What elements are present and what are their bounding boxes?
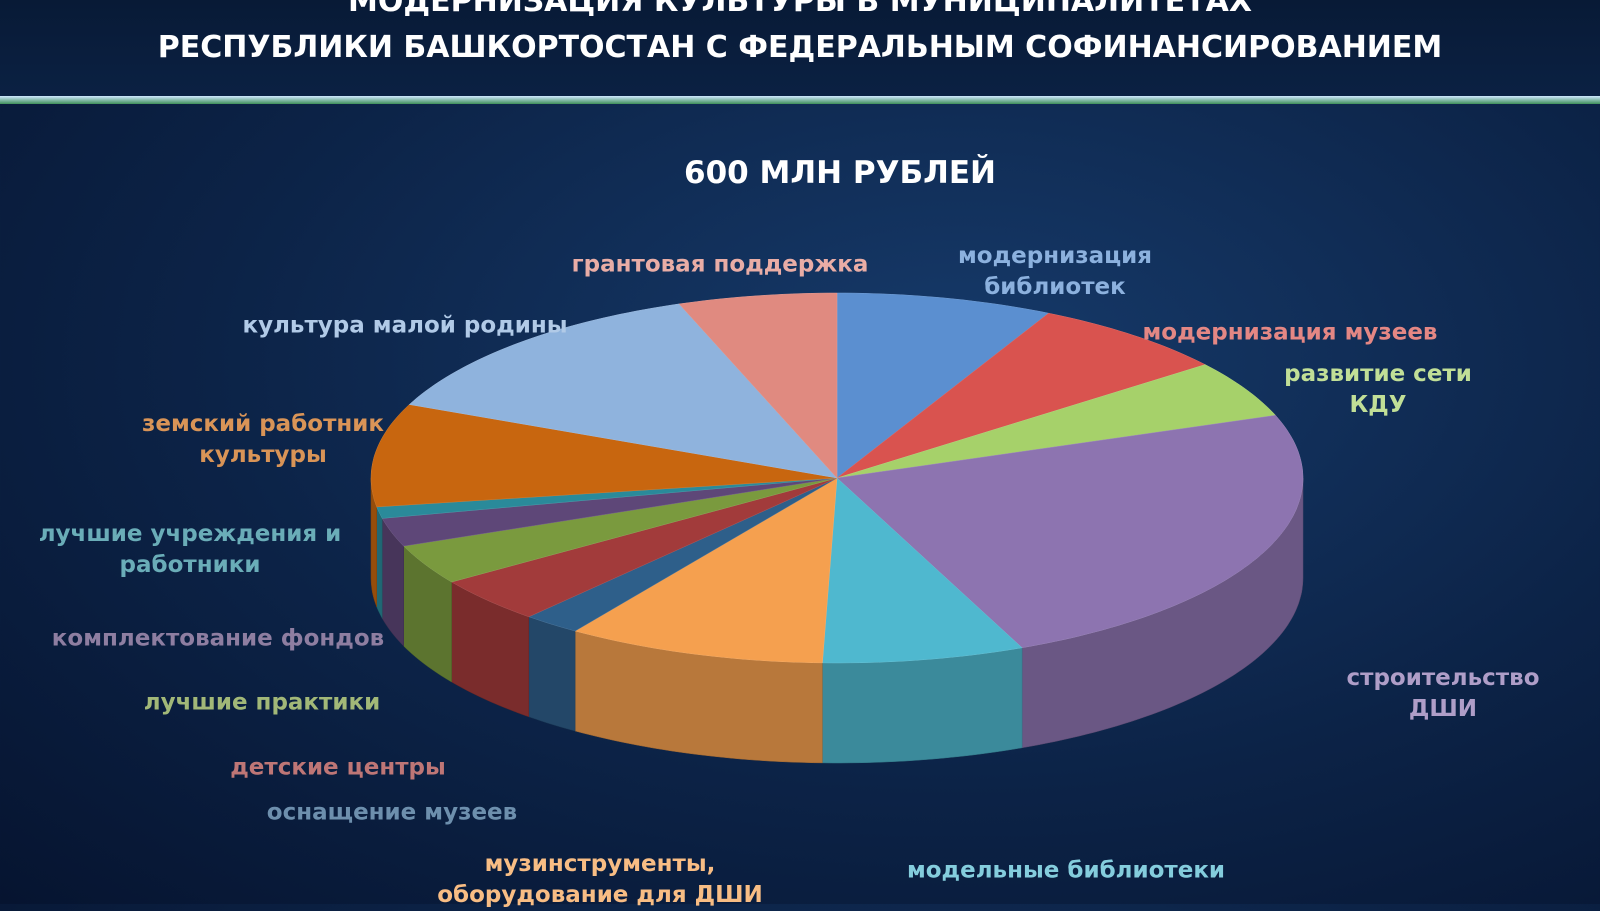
slice [836,312,1206,479]
slice-side [822,647,1023,764]
slice [822,477,1023,664]
slice-label: комплектование фондов [51,625,385,652]
divider [0,96,1600,104]
slice-side [528,616,576,732]
slice [836,364,1277,479]
slice-label: музинструменты, оборудование для ДШИ [437,851,763,908]
slice-label: лучшие учреждения и работники [38,521,342,578]
slice [574,477,838,664]
slice-label: модельные библиотеки [906,857,1226,884]
header: МОДЕРНИЗАЦИЯ КУЛЬТУРЫ В МУНИЦИПАЛИТЕТАХ … [0,0,1600,98]
slice-side [376,506,383,619]
slice [450,477,838,618]
chart-title: 600 МЛН РУБЛЕЙ [684,155,996,191]
slice [528,477,838,632]
slice [678,292,838,479]
slice [408,303,838,479]
title-line: РЕСПУБЛИКИ БАШКОРТОСТАН С ФЕДЕРАЛЬНЫМ СО… [157,30,1443,65]
slice-label: развитие сети КДУ [1284,361,1472,418]
title-line: МОДЕРНИЗАЦИЯ КУЛЬТУРЫ В МУНИЦИПАЛИТЕТАХ [348,0,1252,19]
slice [836,292,1050,479]
slice [381,477,838,547]
slice-label: культура малой родины [242,312,568,339]
slice-label: оснащение музеев [266,799,518,826]
slice-label: земский работник культуры [141,411,385,468]
slice [370,404,838,508]
slice [836,415,1304,649]
slice-label: модернизация музеев [1142,319,1438,346]
slice-label: строительство ДШИ [1346,665,1540,722]
slice-label: детские центры [230,754,446,781]
slice-label: модернизация библиотек [957,243,1153,300]
slice-label: грантовая поддержка [571,251,869,278]
slice-label: лучшие практики [143,689,381,716]
slice [403,477,838,583]
